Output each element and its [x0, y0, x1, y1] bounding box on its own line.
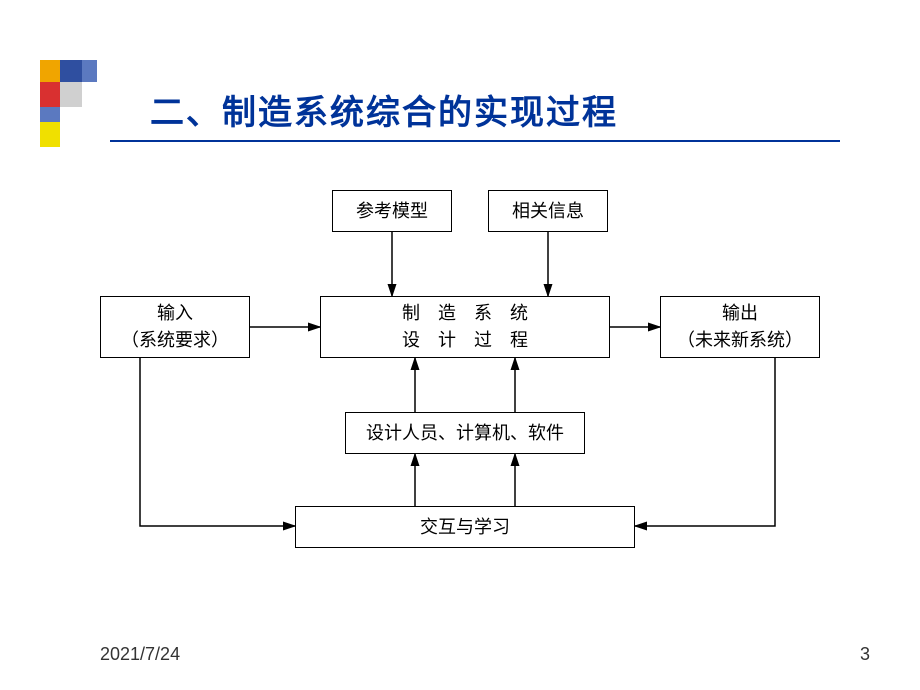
title-decoration — [40, 60, 110, 150]
box-label: 制 造 系 统 — [402, 300, 528, 327]
box-label: 参考模型 — [356, 198, 428, 225]
box-personnel: 设计人员、计算机、软件 — [345, 412, 585, 454]
box-output: 输出 （未来新系统） — [660, 296, 820, 358]
box-center: 制 造 系 统 设 计 过 程 — [320, 296, 610, 358]
box-label: 设 计 过 程 — [402, 327, 528, 354]
footer-page: 3 — [860, 644, 870, 665]
title-underline — [110, 140, 840, 142]
box-learn: 交互与学习 — [295, 506, 635, 548]
footer-date: 2021/7/24 — [100, 644, 180, 665]
box-label: 输出 — [722, 300, 758, 327]
box-ref-model: 参考模型 — [332, 190, 452, 232]
box-label: 设计人员、计算机、软件 — [366, 420, 564, 447]
box-label: 交互与学习 — [420, 514, 510, 541]
box-label: 输入 — [157, 300, 193, 327]
box-rel-info: 相关信息 — [488, 190, 608, 232]
box-label: 相关信息 — [512, 198, 584, 225]
flowchart: 参考模型 相关信息 输入 （系统要求） 制 造 系 统 设 计 过 程 输出 （… — [100, 180, 820, 580]
page-title: 二、制造系统综合的实现过程 — [150, 85, 618, 134]
box-label: （未来新系统） — [677, 327, 803, 354]
box-label: （系统要求） — [121, 327, 229, 354]
box-input: 输入 （系统要求） — [100, 296, 250, 358]
